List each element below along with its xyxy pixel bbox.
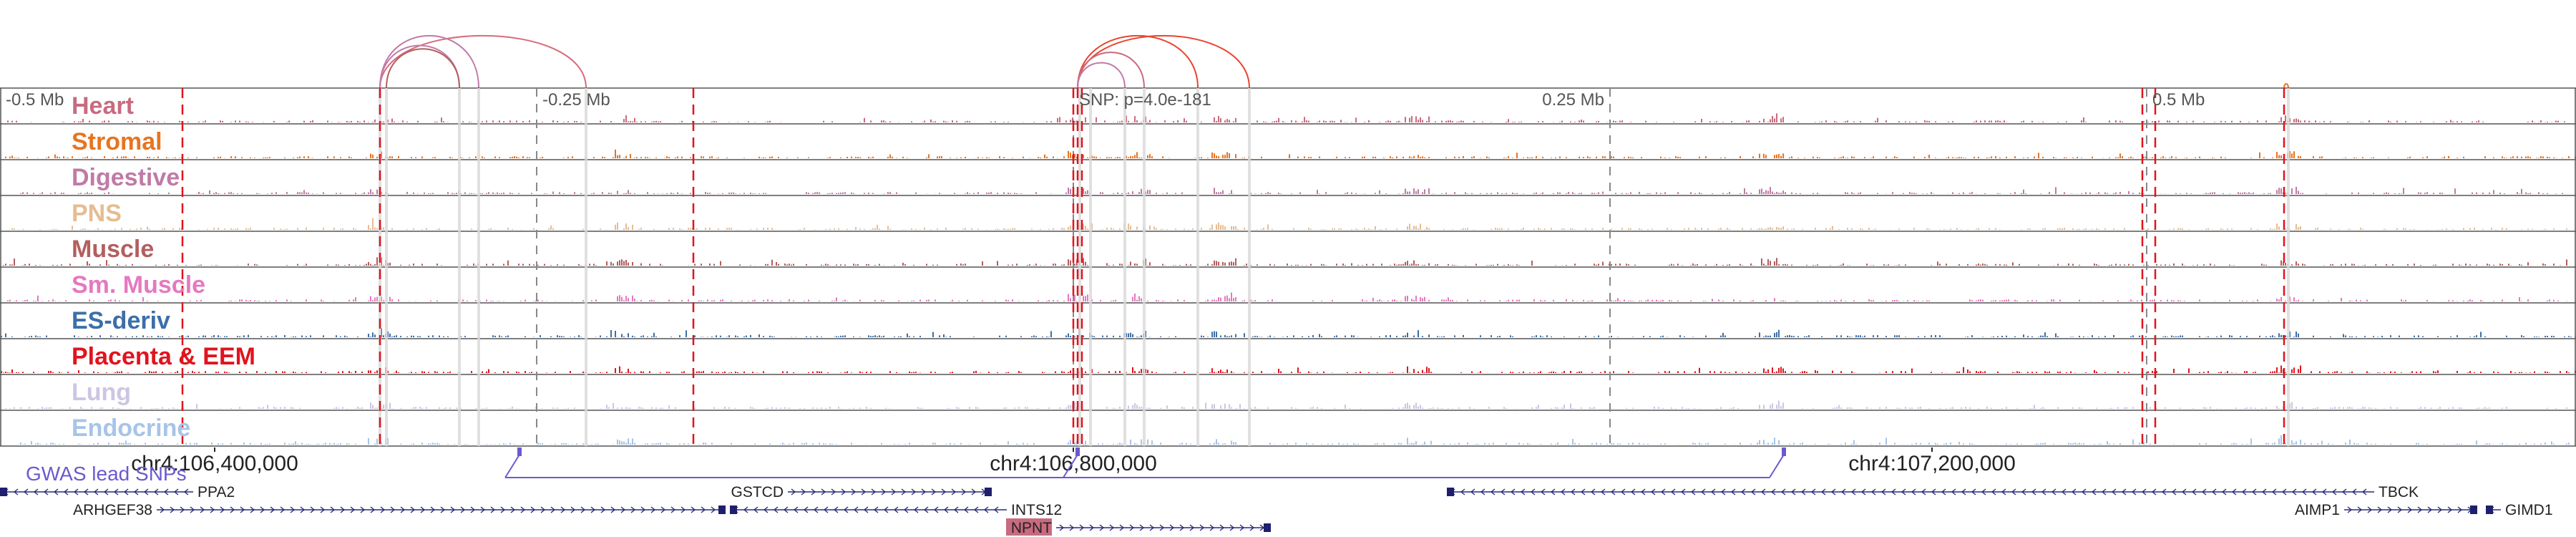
gene-exon — [985, 488, 992, 496]
loop-arc — [386, 48, 460, 89]
gwas-snp-connector — [1063, 454, 1078, 478]
coordinate-label: chr4:106,400,000 — [131, 452, 298, 475]
gene-exon — [1264, 523, 1271, 532]
signal-bars — [11, 218, 2567, 230]
signal-bars — [5, 149, 2576, 158]
highlight-line — [1248, 88, 1251, 446]
track-label: Placenta & EEM — [72, 343, 255, 370]
highlight-line — [2287, 88, 2290, 446]
signal-track — [0, 266, 2576, 301]
strand-arrows — [2347, 506, 2473, 513]
track-label: Sm. Muscle — [72, 271, 205, 299]
loop-arc — [1077, 62, 1126, 89]
coordinate-label: chr4:106,800,000 — [990, 452, 1157, 475]
signal-bars — [18, 435, 2570, 445]
marker-lines — [181, 88, 2290, 446]
track-label: ES-deriv — [72, 307, 170, 334]
gene-label: TBCK — [2379, 484, 2419, 500]
highlight-line — [1196, 88, 1199, 446]
gene[interactable]: GSTCD — [731, 484, 992, 500]
scale-labels: -0.5 Mb -0.25 Mb SNP: p=4.0e-181 0.25 Mb 0.5… — [6, 90, 2205, 110]
gene[interactable]: ARHGEF38 — [73, 502, 726, 518]
gene-exon — [1447, 488, 1454, 496]
track-label: Lung — [72, 379, 131, 406]
gene[interactable]: NPNT — [1006, 518, 1271, 536]
highlight-line — [1143, 88, 1146, 446]
track-labels: Heart Stromal Digestive PNS Muscle Sm. Muscle… — [72, 92, 255, 442]
gene-label: GSTCD — [731, 484, 784, 500]
gene[interactable]: PPA2 — [0, 484, 235, 500]
gene-label: INTS12 — [1011, 502, 1062, 518]
track-label: Endocrine — [72, 415, 190, 442]
highlight-line — [1089, 88, 1092, 446]
gene-exon — [718, 505, 726, 514]
signal-bars — [7, 292, 2567, 301]
signal-bars — [5, 400, 2567, 409]
strand-arrows — [160, 506, 716, 513]
track-label: Heart — [72, 92, 134, 120]
loop-arc — [1077, 34, 1199, 89]
gwas-snp-connector — [1769, 454, 1785, 478]
signal-track — [0, 338, 2576, 373]
track-label: PNS — [72, 200, 122, 227]
chromatin-loops — [379, 34, 2289, 89]
signal-bars — [7, 113, 2565, 122]
gene[interactable]: GIMD1 — [2486, 502, 2553, 518]
signal-track — [0, 302, 2576, 337]
gwas-snp-marker[interactable] — [1075, 448, 1080, 456]
track-label: Digestive — [72, 164, 180, 191]
track-label: Stromal — [72, 128, 162, 155]
gene-label: PPA2 — [197, 484, 235, 500]
gwas-track-label: GWAS lead SNPs — [26, 463, 187, 485]
highlight-line — [385, 88, 388, 446]
track-label: Muscle — [72, 236, 154, 263]
gene-highlight — [1006, 518, 1052, 536]
strand-arrows — [791, 488, 987, 495]
signal-track — [0, 195, 2576, 230]
scale-label: 0.5 Mb — [2152, 90, 2205, 110]
highlight-line — [477, 88, 480, 446]
signal-bars — [20, 187, 2563, 194]
coordinate-axis: chr4:106,400,000 chr4:106,800,000 chr4:107… — [131, 448, 2016, 475]
gene-track: PPA2 GSTCD TBCK ARHGEF38 INTS12 AIMP1 GIMD1 NPN… — [0, 484, 2553, 536]
gwas-snp-marker[interactable] — [517, 448, 522, 456]
signal-bars — [3, 257, 2567, 266]
highlight-line — [1123, 88, 1126, 446]
loop-arc — [379, 35, 479, 89]
highlight-line — [1078, 88, 1081, 446]
gene-exon — [0, 488, 7, 496]
gene-exon — [2470, 505, 2477, 514]
scale-label: SNP: p=4.0e-181 — [1079, 90, 1211, 110]
gene-exon — [730, 505, 737, 514]
gene-label: AIMP1 — [2295, 502, 2340, 518]
gene[interactable]: INTS12 — [730, 502, 1062, 518]
gwas-snp-connector — [504, 454, 520, 478]
gene[interactable]: AIMP1 — [2295, 502, 2477, 518]
strand-arrows — [1059, 524, 1265, 531]
loop-arc — [2283, 83, 2289, 89]
loop-arc — [1077, 52, 1145, 89]
loop-arc — [379, 34, 587, 89]
gwas-snp-marker[interactable] — [1782, 448, 1786, 456]
signal-bars — [1, 365, 2576, 373]
gene-label: GIMD1 — [2505, 502, 2553, 518]
highlight-line — [585, 88, 587, 446]
gene-label: ARHGEF38 — [73, 502, 152, 518]
scale-label: 0.25 Mb — [1542, 90, 1604, 110]
highlight-line — [458, 88, 461, 446]
scale-label: -0.25 Mb — [542, 90, 610, 110]
coordinate-label: chr4:107,200,000 — [1848, 452, 2016, 475]
scale-label: -0.5 Mb — [6, 90, 64, 110]
highlight-line — [379, 88, 381, 446]
gene[interactable]: TBCK — [1447, 484, 2419, 500]
gene-exon — [2486, 505, 2493, 514]
gene-label: NPNT — [1011, 520, 1052, 536]
gwas-track: GWAS lead SNPs — [26, 448, 1786, 485]
